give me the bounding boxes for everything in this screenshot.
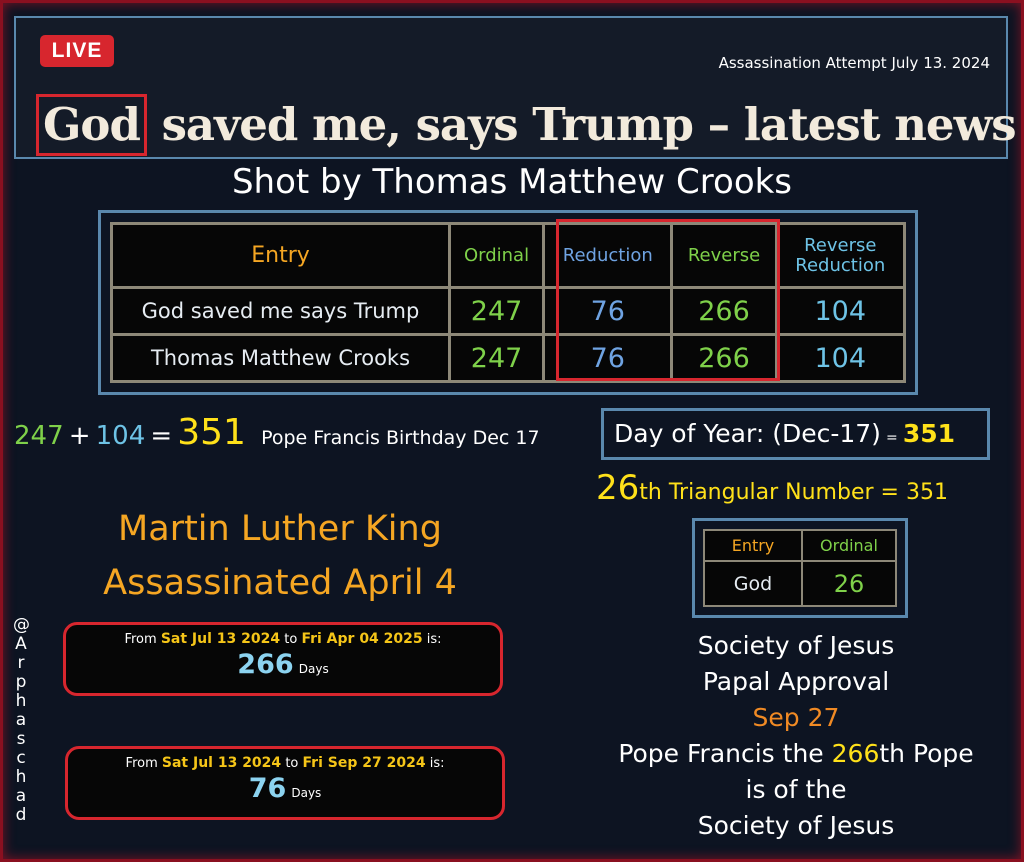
day-of-year-box: Day of Year: (Dec-17) = 351 <box>601 408 990 460</box>
live-badge: LIVE <box>40 35 114 67</box>
dd1-from-label: From <box>124 632 157 647</box>
header-reduction: Reduction <box>542 222 674 289</box>
mlk-line2: Assassinated April 4 <box>103 563 457 603</box>
row1-reduction: 76 <box>542 286 674 336</box>
dd1-to-date: Fri Apr 04 2025 <box>301 631 423 647</box>
handle-letter: d <box>15 805 27 825</box>
handle-letter: a <box>15 710 27 730</box>
header-ordinal: Ordinal <box>447 222 546 289</box>
dd1-is-label: is: <box>426 632 442 647</box>
soj-line1: Society of Jesus <box>697 631 895 660</box>
god-header-ordinal: Ordinal <box>801 528 897 563</box>
god-table-header-row: Entry Ordinal <box>703 528 897 563</box>
row2-entry: Thomas Matthew Crooks <box>110 333 451 383</box>
sum-plus: + <box>68 421 91 451</box>
dd2-is-label: is: <box>429 756 445 771</box>
soj-line4: is of the <box>745 775 847 804</box>
day-of-year-value: 351 <box>902 419 956 448</box>
dd2-to-date: Fri Sep 27 2024 <box>302 755 426 771</box>
god-table-container: Entry Ordinal God 26 <box>692 518 908 618</box>
headline-god-highlight: God <box>36 94 147 156</box>
date-diff-1-result: 266 Days <box>66 649 500 680</box>
dd1-unit: Days <box>298 662 329 676</box>
date-diff-box-2: From Sat Jul 13 2024 to Fri Sep 27 2024 … <box>65 746 505 820</box>
sum-b: 104 <box>95 421 146 451</box>
sum-line: 247 + 104 = 351 Pope Francis Birthday De… <box>14 412 540 453</box>
handle-letter: p <box>15 672 27 692</box>
day-of-year-label: Day of Year: (Dec-17) <box>614 419 881 448</box>
handle-letter: c <box>16 748 26 768</box>
triangular-number-line: 26th Triangular Number = 351 <box>596 468 948 508</box>
date-diff-box-1: From Sat Jul 13 2024 to Fri Apr 04 2025 … <box>63 622 503 696</box>
pope-birthday-note: Pope Francis Birthday Dec 17 <box>261 427 540 449</box>
day-of-year-eq: = <box>886 430 898 446</box>
sum-eq: = <box>150 421 173 451</box>
dd1-count: 266 <box>237 649 294 680</box>
author-handle: @ A r p h a s c h a d <box>13 615 30 825</box>
mlk-line1: Martin Luther King <box>118 509 442 549</box>
header-rr-line1: Reverse <box>804 234 877 256</box>
news-header: LIVE Assassination Attempt July 13. 2024… <box>14 16 1017 159</box>
header-reverse: Reverse <box>670 222 778 289</box>
row2-reverse-reduction: 104 <box>774 333 907 383</box>
society-of-jesus-block: Society of Jesus Papal Approval Sep 27 P… <box>590 628 1002 844</box>
row2-reduction: 76 <box>542 333 674 383</box>
table-row: God 26 <box>703 560 897 607</box>
gematria-table: Entry Ordinal Reduction Reverse Reverse R… <box>110 222 907 383</box>
gematria-header-row: Entry Ordinal Reduction Reverse Reverse R… <box>110 222 907 289</box>
god-table: Entry Ordinal God 26 <box>703 528 897 607</box>
handle-letter: s <box>16 729 26 749</box>
date-diff-2-range: From Sat Jul 13 2024 to Fri Sep 27 2024 … <box>68 755 502 771</box>
header-rr-line2: Reduction <box>795 254 886 276</box>
dd2-unit: Days <box>291 786 322 800</box>
date-diff-1-range: From Sat Jul 13 2024 to Fri Apr 04 2025 … <box>66 631 500 647</box>
handle-letter: A <box>15 634 27 654</box>
date-diff-2-result: 76 Days <box>68 773 502 804</box>
row1-ordinal: 247 <box>447 286 546 336</box>
handle-letter: h <box>15 767 27 787</box>
headline-rest: saved me, says Trump – latest news <box>146 98 1017 151</box>
row1-entry: God saved me says Trump <box>110 286 451 336</box>
dd2-from-label: From <box>125 756 158 771</box>
soj-line5: Society of Jesus <box>697 811 895 840</box>
handle-letter: @ <box>13 615 30 635</box>
handle-letter: a <box>15 786 27 806</box>
soj-pope-line: Pope Francis the 266th Pope <box>590 736 1002 772</box>
table-row: Thomas Matthew Crooks 247 76 266 104 <box>110 333 907 383</box>
god-header-entry: Entry <box>703 528 803 563</box>
row1-reverse-reduction: 104 <box>774 286 907 336</box>
table-row: God saved me says Trump 247 76 266 104 <box>110 286 907 336</box>
soj-pope-post: th Pope <box>879 739 974 768</box>
row2-ordinal: 247 <box>447 333 546 383</box>
god-ordinal: 26 <box>801 560 897 607</box>
soj-pope-pre: Pope Francis the <box>618 739 832 768</box>
sum-a: 247 <box>14 421 64 451</box>
headline: God saved me, says Trump – latest news <box>36 94 1017 156</box>
shot-by-title: Shot by Thomas Matthew Crooks <box>231 162 793 202</box>
triangular-num: 26 <box>596 468 640 508</box>
dd1-to-label: to <box>284 632 298 647</box>
triangular-text: th Triangular Number = 351 <box>639 480 948 505</box>
dd2-from-date: Sat Jul 13 2024 <box>161 755 282 771</box>
gematria-table-container: Entry Ordinal Reduction Reverse Reverse R… <box>98 210 918 395</box>
dd2-count: 76 <box>248 773 287 804</box>
handle-letter: h <box>15 691 27 711</box>
mlk-title: Martin Luther King Assassinated April 4 <box>0 502 560 610</box>
soj-date: Sep 27 <box>752 703 840 732</box>
header-reverse-reduction: Reverse Reduction <box>774 222 907 289</box>
header-subtitle: Assassination Attempt July 13. 2024 <box>718 54 990 72</box>
row2-reverse: 266 <box>670 333 778 383</box>
row1-reverse: 266 <box>670 286 778 336</box>
god-entry: God <box>703 560 803 607</box>
soj-pope-num: 266 <box>831 739 880 768</box>
header-entry: Entry <box>110 222 451 289</box>
dd2-to-label: to <box>285 756 299 771</box>
soj-line2: Papal Approval <box>702 667 890 696</box>
handle-letter: r <box>17 653 25 673</box>
sum-result: 351 <box>177 412 246 453</box>
dd1-from-date: Sat Jul 13 2024 <box>160 631 281 647</box>
